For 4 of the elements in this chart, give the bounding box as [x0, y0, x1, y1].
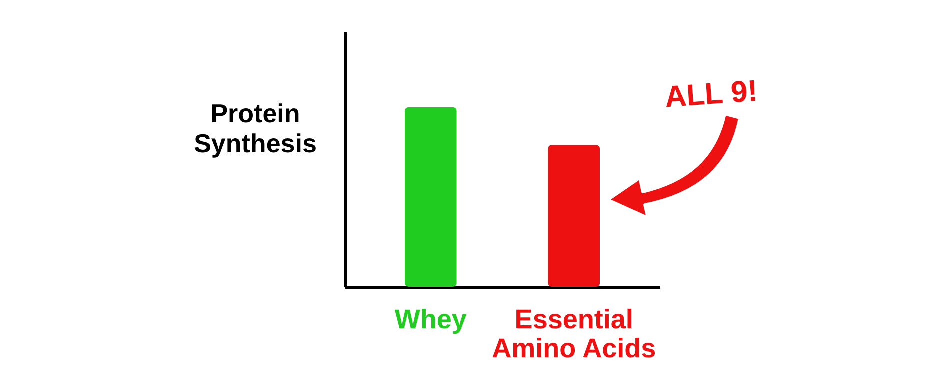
text: ALL 9!: [664, 74, 759, 116]
y-axis-title: Protein Synthesis: [194, 98, 317, 158]
x-tick-label: Whey: [394, 304, 467, 334]
x-tick-label: Essential Amino Acids: [492, 304, 656, 364]
